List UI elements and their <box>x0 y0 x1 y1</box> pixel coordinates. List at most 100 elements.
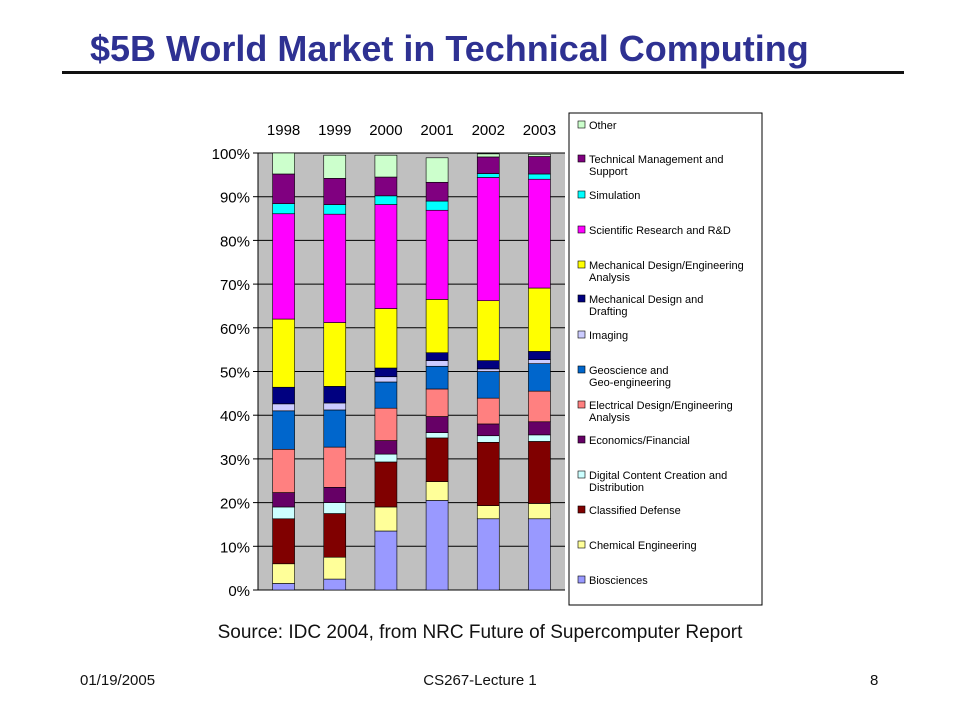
bar-segment <box>323 402 347 411</box>
bar-segment <box>425 481 449 501</box>
y-tick-label: 80% <box>220 233 250 250</box>
bar-segment <box>374 530 398 591</box>
bar-segment <box>323 204 347 215</box>
bar-segment <box>425 299 449 354</box>
bar-segment <box>374 381 398 409</box>
bar-segment <box>272 492 295 508</box>
bar-segment <box>374 376 398 383</box>
legend-label: Economics/Financial <box>589 435 690 447</box>
bar-segment <box>323 513 347 558</box>
bar-segment <box>374 440 398 455</box>
bar-segment <box>476 177 500 302</box>
bar-segment <box>476 173 500 178</box>
bar-segment <box>528 173 551 180</box>
bar-segment <box>528 156 551 175</box>
bar-segment <box>323 556 347 580</box>
bar-segment <box>374 407 398 441</box>
bar-segment <box>528 421 551 436</box>
bar-segment <box>272 448 295 493</box>
legend-swatch <box>577 120 586 129</box>
bar-segment <box>528 363 551 392</box>
legend-swatch <box>577 294 586 303</box>
legend-label: Other <box>589 120 617 132</box>
legend-swatch <box>577 365 586 374</box>
x-category-label: 2003 <box>523 122 556 139</box>
legend-label: Geoscience and Geo-engineering <box>589 365 671 389</box>
legend-label: Scientific Research and R&D <box>589 225 731 237</box>
bar-segment <box>528 441 551 504</box>
y-tick-label: 50% <box>220 365 250 382</box>
bar-segment <box>425 500 449 591</box>
y-tick-label: 70% <box>220 277 250 294</box>
source-caption: Source: IDC 2004, from NRC Future of Sup… <box>217 622 743 643</box>
x-category-label: 2000 <box>369 122 402 139</box>
bar-segment <box>272 173 295 204</box>
bar-segment <box>425 157 449 183</box>
y-tick-label: 0% <box>228 583 250 600</box>
legend-swatch <box>577 575 586 584</box>
bar-segment <box>272 386 295 405</box>
bar-segment <box>528 434 551 442</box>
bar-segment <box>476 360 500 370</box>
bar-segment <box>425 360 449 367</box>
bar-segment <box>425 437 449 482</box>
bar-segment <box>476 397 500 425</box>
bar-segment <box>323 213 347 323</box>
bar-segment <box>374 461 398 508</box>
footer-course: CS267-Lecture 1 <box>423 672 537 689</box>
y-tick-label: 100% <box>212 146 250 163</box>
bar-segment <box>528 351 551 361</box>
bar-segment <box>476 435 500 443</box>
legend-label: Mechanical Design and Drafting <box>589 294 703 318</box>
bar-segment <box>528 287 551 352</box>
y-tick-label: 40% <box>220 408 250 425</box>
bar-segment <box>272 203 295 215</box>
legend-label: Technical Management and Support <box>589 154 724 178</box>
bar-segment <box>374 506 398 532</box>
bar-segment <box>425 388 449 417</box>
bar-segment <box>272 563 295 584</box>
x-category-label: 1998 <box>267 122 300 139</box>
legend-box <box>568 112 763 606</box>
legend-swatch <box>577 260 586 269</box>
bar-segment <box>323 178 347 205</box>
bar-segment <box>374 308 398 369</box>
bar-segment <box>425 416 449 433</box>
bar-segment <box>272 152 295 175</box>
title-underline <box>62 71 904 74</box>
slide-title: $5B World Market in Technical Computing <box>90 28 809 69</box>
bar-segment <box>374 453 398 463</box>
bar-segment <box>425 209 449 300</box>
bar-segment <box>425 352 449 361</box>
bar-segment <box>425 365 449 390</box>
legend-label: Mechanical Design/Engineering Analysis <box>589 260 744 284</box>
legend-label: Simulation <box>589 190 640 202</box>
bar-segment <box>374 176 398 197</box>
legend-swatch <box>577 435 586 444</box>
bar-segment <box>323 409 347 448</box>
bar-segment <box>374 367 398 378</box>
legend-swatch <box>577 330 586 339</box>
bar-segment <box>528 503 551 520</box>
legend-label: Biosciences <box>589 575 648 587</box>
bar-segment <box>476 300 500 361</box>
bar-segment <box>476 518 500 591</box>
bar-segment <box>425 181 449 202</box>
bar-segment <box>476 423 500 437</box>
bar-segment <box>528 390 551 423</box>
y-tick-label: 90% <box>220 190 250 207</box>
legend-label: Electrical Design/Engineering Analysis <box>589 400 733 424</box>
bar-segment <box>425 432 449 439</box>
legend-label: Chemical Engineering <box>589 540 697 552</box>
bar-segment <box>323 386 347 404</box>
legend-label: Imaging <box>589 330 628 342</box>
legend-label: Classified Defense <box>589 505 681 517</box>
bar-segment <box>374 154 398 178</box>
bar-segment <box>323 154 347 179</box>
legend-swatch <box>577 154 586 163</box>
bar-segment <box>323 578 347 591</box>
bar-segment <box>374 204 398 309</box>
legend-swatch <box>577 470 586 479</box>
bar-segment <box>272 518 295 565</box>
bar-segment <box>272 583 295 591</box>
